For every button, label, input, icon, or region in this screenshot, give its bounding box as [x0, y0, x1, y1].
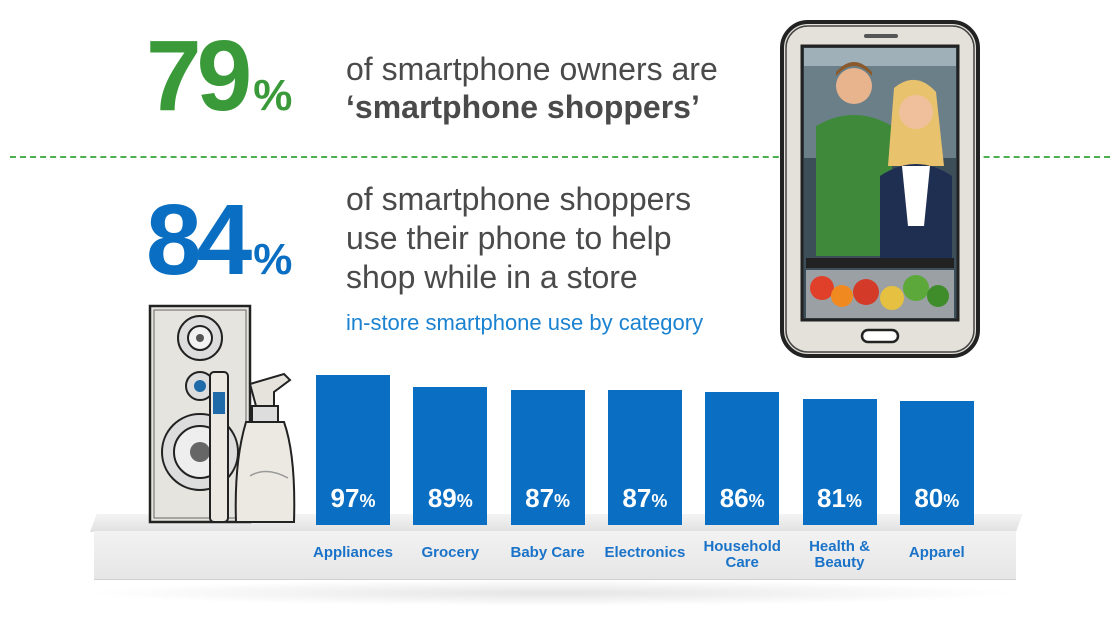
category-label: Appliances: [312, 544, 394, 561]
bar-value-label: 89%: [427, 483, 473, 513]
category-label: Baby Care: [510, 544, 585, 561]
bar-health-beauty: [802, 399, 877, 525]
stat2-percent-sign: %: [253, 235, 293, 284]
stat2-line3: shop while in a store: [346, 259, 638, 295]
chart-subtitle: in-store smartphone use by category: [346, 310, 704, 335]
bar-baby-care: [510, 390, 585, 525]
stat1-text: of smartphone owners are ‘smartphone sho…: [346, 50, 718, 126]
shelf-shadow: [80, 580, 1020, 606]
category-label: Electronics: [604, 544, 686, 561]
smartphone-illustration: [780, 20, 980, 358]
stat1-line1: of smartphone owners are: [346, 51, 718, 87]
category-label: Household Care: [703, 538, 781, 571]
stat2-number: 84: [146, 184, 252, 296]
cleaning-spray-bottle-icon: [209, 371, 296, 523]
bar-appliances: [316, 374, 390, 525]
stat2-line1: of smartphone shoppers: [346, 181, 692, 217]
stat2-text: of smartphone shoppers use their phone t…: [346, 180, 691, 297]
dashed-divider: [10, 156, 1110, 158]
bar-value-label: 81%: [817, 483, 862, 513]
bar-grocery: [413, 387, 488, 525]
stat2-line2: use their phone to help: [346, 220, 672, 256]
bar-value-label: 86%: [719, 483, 765, 513]
category-label: Grocery: [421, 544, 480, 561]
stat1-number: 79: [146, 20, 252, 132]
bar-apparel: [899, 401, 974, 525]
shelf: [94, 531, 1016, 580]
category-label: Health & Beauty: [809, 538, 870, 571]
stat1-line2: ‘smartphone shoppers’: [346, 89, 700, 125]
stat1-percent-sign: %: [253, 71, 293, 120]
stat-79-percent: 79%: [146, 26, 292, 126]
category-label: Apparel: [908, 544, 965, 561]
bar-electronics: [607, 390, 682, 525]
bar-value-label: 87%: [525, 483, 571, 513]
bar-value-label: 87%: [622, 483, 668, 513]
bar-value-label: 97%: [330, 483, 376, 513]
bar-household-care: [705, 391, 780, 525]
stat-84-percent: 84%: [146, 190, 292, 290]
bar-value-label: 80%: [914, 483, 960, 513]
